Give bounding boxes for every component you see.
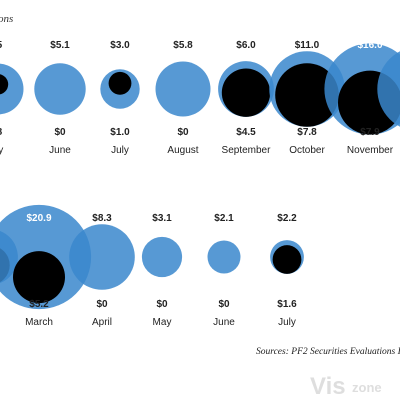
chart-row-1: .5 .8 ay $5.1 $0 June $3.0 $1.0 July $5.8 $0 August…: [0, 40, 400, 156]
bubble-total: [377, 51, 400, 127]
bubble-loss: [0, 74, 9, 95]
month-label: October: [289, 145, 325, 156]
bubble-loss: [108, 71, 132, 95]
bubble-loss: [221, 68, 271, 117]
bubble-total: [141, 236, 183, 278]
value-label-loss: $0: [54, 127, 66, 138]
value-label-loss: .8: [0, 127, 3, 138]
value-label-loss: $7.8: [297, 127, 317, 138]
value-label-total: $5.1: [50, 40, 70, 51]
value-label-loss: $5.2: [29, 299, 49, 310]
value-label-loss: $0: [218, 299, 230, 310]
bubble-loss: [275, 63, 339, 127]
source-note: Sources: PF2 Securities Evaluations I: [256, 347, 400, 357]
month-label: September: [222, 145, 272, 156]
value-label-loss: $0: [177, 127, 189, 138]
month-label: May: [153, 317, 172, 328]
value-label-loss: $7.9: [360, 127, 380, 138]
bubble-total: [69, 224, 135, 290]
bubble-total: [34, 63, 86, 115]
value-label-total: $3.1: [152, 213, 172, 224]
month-label: July: [278, 317, 296, 328]
subtitle-fragment: ons: [0, 13, 13, 25]
month-label: ay: [0, 145, 3, 156]
month-label: November: [347, 145, 394, 156]
month-label: July: [111, 145, 129, 156]
value-label-total: $20.9: [26, 213, 51, 224]
chart-row-2: $20.9 $5.2 March $8.3 $0 April $3.1 $0 May $2.1 $0…: [0, 204, 304, 328]
month-label: August: [167, 145, 198, 156]
watermark-logo: Vis zone: [310, 373, 382, 400]
value-label-total: $2.2: [277, 213, 297, 224]
watermark-small: zone: [352, 380, 382, 395]
bubble-total: [155, 61, 211, 117]
month-label: April: [92, 317, 112, 328]
value-label-total: $5.8: [173, 40, 193, 51]
value-label-total: .5: [0, 40, 3, 51]
value-label-loss: $1.6: [277, 299, 297, 310]
value-label-total: $11.0: [295, 40, 320, 51]
value-label-total: $8.3: [92, 213, 112, 224]
month-label: June: [213, 317, 235, 328]
value-label-total: $2.1: [214, 213, 234, 224]
bubble-total: [0, 63, 24, 115]
value-label-loss: $4.5: [236, 127, 256, 138]
watermark-main: Vis: [310, 373, 346, 400]
bubble-loss: [272, 245, 302, 274]
value-label-total: $16.0: [357, 40, 382, 51]
month-label: March: [25, 317, 53, 328]
value-label-loss: $1.0: [110, 127, 130, 138]
value-label-loss: $0: [156, 299, 168, 310]
value-label-loss: $0: [96, 299, 108, 310]
bubble-total: [207, 240, 241, 274]
bubble-loss: [13, 251, 65, 304]
value-label-total: $6.0: [236, 40, 256, 51]
month-label: June: [49, 145, 71, 156]
value-label-total: $3.0: [110, 40, 130, 51]
